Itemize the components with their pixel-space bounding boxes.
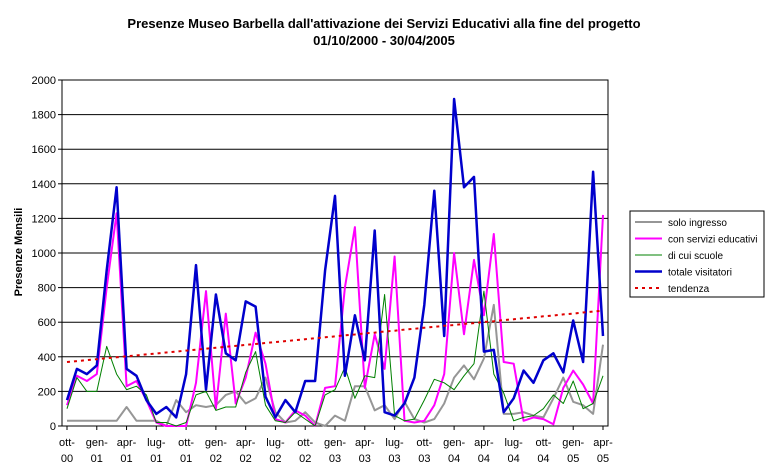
x-tick-label: 04 [448,453,460,465]
x-tick-label: 01 [120,453,132,465]
series-line-tendenza [66,309,604,363]
x-tick-label: 03 [388,453,400,465]
x-tick-label: gen- [86,437,108,449]
x-tick-label: lug- [504,437,523,449]
x-tick-label: 02 [240,453,252,465]
series-line-solo-ingresso [67,303,604,427]
x-tick-label: 01 [91,453,103,465]
x-tick-label: apr- [474,437,494,449]
x-tick-label: ott- [535,437,551,449]
y-tick-label: 400 [38,352,56,364]
y-tick-label: 600 [38,317,56,329]
legend-label: solo ingresso [668,218,727,229]
x-tick-label: gen- [562,437,584,449]
y-axis: 0 200 400 600 800 1000 1200 1400 1600 1800 2000 [32,75,62,433]
x-tick-label: 02 [210,453,222,465]
y-tick-label: 0 [50,421,56,433]
series-line-con-servizi-educativi [66,212,604,427]
legend-label: di cui scuole [668,251,723,262]
legend-label: tendenza [668,284,710,295]
x-tick-label: 04 [508,453,520,465]
y-tick-label: 1800 [32,110,56,122]
x-tick-label: ott- [416,437,432,449]
x-tick-label: 03 [418,453,430,465]
series-group [65,97,605,427]
x-tick-label: lug- [147,437,166,449]
y-tick-label: 1200 [32,213,56,225]
x-tick-label: 05 [597,453,609,465]
x-tick-label: apr- [236,437,256,449]
x-tick-label: lug- [266,437,285,449]
x-tick-label: ott- [178,437,194,449]
legend: solo ingresso con servizi educativi di cui… [629,210,765,298]
x-tick-label: gen- [443,437,465,449]
chart-subtitle: 01/10/2000 - 30/04/2005 [313,33,455,48]
x-tick-label: 03 [329,453,341,465]
x-tick-label: gen- [205,437,227,449]
x-tick-label: 04 [537,453,549,465]
x-tick-label: 02 [299,453,311,465]
x-tick-label: lug- [385,437,404,449]
y-tick-label: 1600 [32,144,56,156]
x-tick-label: ott- [297,437,313,449]
y-tick-label: 800 [38,283,56,295]
y-tick-label: 200 [38,386,56,398]
series-line-totale-visitatori [65,97,605,419]
x-tick-label: apr- [117,437,137,449]
y-axis-title: Presenze Mensili [13,208,25,297]
y-tick-label: 1000 [32,248,56,260]
legend-label: totale visitatori [668,268,732,279]
x-tick-label: ott- [59,437,75,449]
x-tick-label: apr- [355,437,375,449]
legend-box [629,210,765,298]
x-tick-label: gen- [324,437,346,449]
x-axis: ott- 00 gen- 01 apr- 01 lug- 01 ott- 01 gen- 02 apr-… [59,426,613,465]
y-tick-label: 2000 [32,75,56,87]
x-tick-label: 00 [61,453,73,465]
x-tick-label: 04 [478,453,490,465]
x-tick-label: 02 [269,453,281,465]
chart-title: Presenze Museo Barbella dall'attivazione… [127,16,640,31]
x-tick-label: 01 [180,453,192,465]
x-tick-label: 05 [567,453,579,465]
series-line-di-cui-scuole [66,290,604,427]
y-tick-label: 1400 [32,179,56,191]
x-tick-label: 01 [150,453,162,465]
x-tick-label: apr- [593,437,613,449]
x-tick-label: 03 [359,453,371,465]
legend-label: con servizi educativi [668,235,757,246]
